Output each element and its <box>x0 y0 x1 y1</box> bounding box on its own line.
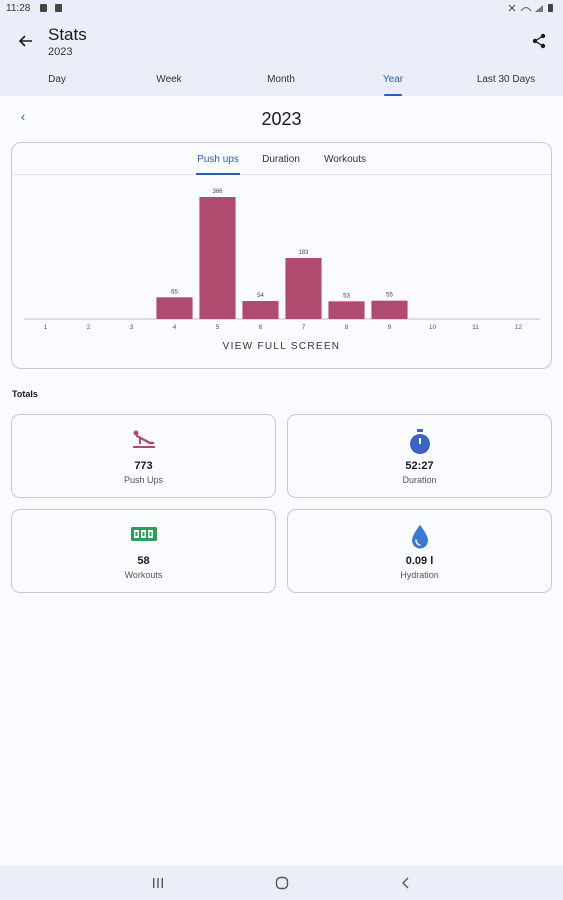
x-tick-label-9: 9 <box>388 324 392 331</box>
total-push-ups-card[interactable]: 773 Push Ups <box>11 414 276 498</box>
chart-metric-tabs: Push ups Duration Workouts <box>12 143 551 175</box>
total-workouts-label: Workouts <box>124 570 163 580</box>
page-subtitle: 2023 <box>48 46 73 58</box>
recents-button[interactable] <box>148 874 168 892</box>
active-tab-indicator <box>384 94 402 96</box>
data-label-6: 54 <box>257 293 264 299</box>
status-bar: 11:28 <box>0 0 563 18</box>
back-nav-icon <box>402 877 409 889</box>
calendar-counter-icon <box>130 527 157 541</box>
share-icon <box>532 33 546 49</box>
data-label-5: 366 <box>212 189 223 195</box>
total-push-ups-label: Push Ups <box>123 475 164 485</box>
tab-week[interactable]: Week <box>156 74 182 85</box>
system-nav-bar <box>0 866 563 900</box>
status-icons <box>507 3 557 15</box>
tab-last-30-days[interactable]: Last 30 Days <box>476 74 536 85</box>
view-full-screen-button[interactable]: VIEW FULL SCREEN <box>222 341 341 352</box>
total-hydration-card[interactable]: 0.09 l Hydration <box>287 509 552 593</box>
chart-bar-6[interactable] <box>242 301 279 319</box>
x-tick-label-8: 8 <box>345 324 349 331</box>
status-time: 11:28 <box>6 3 31 14</box>
tab-year[interactable]: Year <box>382 74 404 85</box>
home-icon <box>275 876 289 890</box>
x-tick-label-1: 1 <box>44 324 48 331</box>
chart-bar-4[interactable] <box>156 297 193 319</box>
signal-icon <box>508 4 553 12</box>
chart-bar-9[interactable] <box>371 300 408 319</box>
notification-icon <box>40 4 47 12</box>
home-button[interactable] <box>272 874 292 892</box>
period-tabs: Day Week Month Year Last 30 Days <box>0 70 563 96</box>
total-hydration-value: 0.09 l <box>405 555 434 567</box>
share-button[interactable] <box>527 29 551 53</box>
chart-bar-5[interactable] <box>199 197 236 319</box>
previous-year-button[interactable]: ‹ <box>20 109 26 124</box>
page-title: Stats <box>48 25 87 44</box>
arrow-left-icon <box>18 35 32 47</box>
recents-icon <box>153 878 163 888</box>
year-label: 2023 <box>261 109 302 129</box>
tab-duration[interactable]: Duration <box>262 154 300 165</box>
total-push-ups-value: 773 <box>134 460 153 472</box>
x-tick-label-5: 5 <box>216 324 220 331</box>
tab-push-ups[interactable]: Push ups <box>197 154 239 165</box>
total-duration-card[interactable]: 52:27 Duration <box>287 414 552 498</box>
chart-tab-indicator <box>196 173 240 175</box>
totals-heading: Totals <box>12 389 38 399</box>
data-label-7: 183 <box>298 250 309 256</box>
total-workouts-card[interactable]: 58 Workouts <box>11 509 276 593</box>
water-drop-icon <box>411 525 428 549</box>
x-tick-label-7: 7 <box>302 324 306 331</box>
notification-icon-2 <box>55 4 62 12</box>
tab-day[interactable]: Day <box>48 74 66 85</box>
x-tick-label-10: 10 <box>429 324 437 331</box>
total-workouts-value: 58 <box>137 555 150 567</box>
total-duration-label: Duration <box>402 475 437 485</box>
push-up-icon <box>132 430 155 448</box>
stopwatch-icon <box>409 429 430 454</box>
data-label-4: 65 <box>171 289 178 295</box>
x-tick-label-11: 11 <box>472 324 479 331</box>
back-nav-button[interactable] <box>396 874 416 892</box>
x-tick-label-12: 12 <box>515 324 523 331</box>
total-duration-value: 52:27 <box>405 460 434 472</box>
data-label-9: 55 <box>386 293 393 299</box>
data-label-8: 53 <box>343 293 350 299</box>
year-navigator: ‹ 2023 <box>0 100 563 140</box>
tab-month[interactable]: Month <box>267 74 295 85</box>
chart-card: Push ups Duration Workouts 1 2 3 65 4 366 5 54 6… <box>11 142 552 369</box>
chart-bar-7[interactable] <box>285 258 322 319</box>
tab-workouts[interactable]: Workouts <box>323 154 367 165</box>
x-tick-label-6: 6 <box>259 324 263 331</box>
chart-bar-8[interactable] <box>328 301 365 319</box>
back-button[interactable] <box>14 29 38 53</box>
app-bar: Stats 2023 Day Week Month Year Last 30 D… <box>0 18 563 96</box>
x-tick-label-4: 4 <box>173 324 177 331</box>
x-tick-label-3: 3 <box>130 324 134 331</box>
total-hydration-label: Hydration <box>400 570 439 580</box>
x-tick-label-2: 2 <box>87 324 91 331</box>
